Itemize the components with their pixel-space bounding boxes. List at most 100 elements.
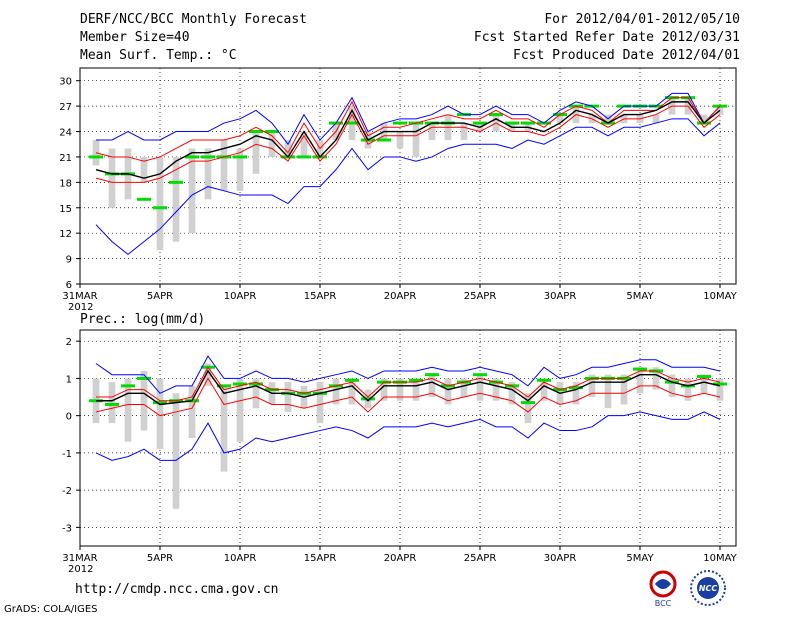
- y-tick-label: 1: [66, 374, 72, 385]
- spread-box: [396, 378, 404, 401]
- spread-box: [540, 378, 548, 401]
- spread-box: [332, 378, 340, 405]
- x-year-label: 2012: [68, 302, 93, 313]
- spread-box: [380, 378, 388, 401]
- plot-frame: [79, 329, 737, 547]
- member-size-label: Member Size=40: [80, 30, 190, 45]
- spread-box: [444, 378, 452, 405]
- spread-box: [188, 148, 196, 234]
- y-tick-label: 9: [66, 255, 72, 266]
- spread-box: [252, 131, 260, 174]
- spread-box: [108, 148, 116, 208]
- y-tick-label: 27: [59, 102, 72, 113]
- y-tick-label: 12: [59, 229, 72, 240]
- produced-date-label: Fcst Produced Date 2012/04/01: [513, 48, 740, 63]
- y-tick-label: 18: [59, 178, 72, 189]
- spread-box: [620, 374, 628, 405]
- spread-box: [204, 363, 212, 386]
- spread-box: [588, 374, 596, 398]
- variable-label: Mean Surf. Temp.: °C: [80, 48, 237, 63]
- spread-box: [460, 123, 468, 140]
- spread-box: [156, 156, 164, 251]
- x-tick-label: 10MAY: [703, 553, 737, 564]
- bcc-logo: BCC: [649, 570, 677, 608]
- x-tick-label: 5APR: [147, 291, 173, 302]
- website-link[interactable]: http://cmdp.ncc.cma.gov.cn: [75, 582, 279, 597]
- series-lower-spread: [95, 377, 721, 417]
- x-tick-label: 30APR: [544, 291, 577, 302]
- spread-box: [492, 378, 500, 401]
- spread-box: [556, 114, 564, 124]
- forecast-period-label: For 2012/04/01-2012/05/10: [544, 12, 740, 27]
- x-tick-label: 31MAR: [62, 291, 97, 302]
- spread-box: [700, 114, 708, 124]
- x-tick-label: 5APR: [147, 553, 173, 564]
- spread-box: [460, 378, 468, 398]
- spread-box: [428, 374, 436, 398]
- spread-box: [684, 378, 692, 401]
- spread-box: [636, 367, 644, 394]
- y-tick-label: 24: [59, 128, 72, 139]
- spread-box: [204, 148, 212, 200]
- precip-label: Prec.: log(mm/d): [80, 312, 206, 327]
- spread-box: [172, 156, 180, 242]
- x-tick-label: 15APR: [304, 553, 337, 564]
- spread-box: [236, 378, 244, 442]
- spread-box: [476, 374, 484, 401]
- spread-box: [300, 131, 308, 157]
- series-ensemble-mean: [95, 101, 721, 179]
- temperature-chart: 6 9 12 15 18 21 24 27 30 31MAR 5APR 10APR 15APR 20APR…: [59, 67, 738, 313]
- spread-box: [188, 385, 196, 438]
- x-tick-label: 10APR: [224, 291, 257, 302]
- x-tick-label: 5MAY: [626, 553, 654, 564]
- x-tick-label: 25APR: [464, 291, 497, 302]
- x-tick-label: 30APR: [544, 553, 577, 564]
- spread-box: [572, 382, 580, 405]
- spread-box: [284, 140, 292, 157]
- precipitation-chart: -3 -2 -1 0 1 2 31MAR 5APR 10APR 15APR 20APR 25APR 30…: [62, 329, 738, 575]
- spread-box: [316, 382, 324, 424]
- spread-box: [412, 123, 420, 157]
- spread-box: [428, 123, 436, 140]
- spread-box: [252, 378, 260, 409]
- y-tick-label: 2: [66, 337, 72, 348]
- spread-box: [348, 378, 356, 405]
- spread-box: [508, 382, 516, 405]
- spread-box: [92, 140, 100, 166]
- spread-box: [156, 378, 164, 450]
- y-tick-label: 6: [66, 280, 72, 291]
- series-envelope-min: [95, 411, 721, 461]
- spread-box: [524, 393, 532, 424]
- spread-box: [236, 148, 244, 191]
- series-ensemble-mean: [96, 369, 721, 406]
- spread-box: [124, 378, 132, 442]
- x-tick-label: 15APR: [304, 291, 337, 302]
- y-tick-label: 15: [59, 204, 72, 215]
- spread-box: [652, 114, 660, 124]
- ncc-logo: NCC: [690, 570, 726, 606]
- y-tick-label: -3: [62, 523, 72, 534]
- spread-box: [700, 374, 708, 394]
- chart-title: DERF/NCC/BCC Monthly Forecast: [80, 12, 307, 27]
- spread-box: [172, 393, 180, 509]
- x-tick-label: 10MAY: [703, 291, 737, 302]
- spread-box: [412, 378, 420, 401]
- spread-box: [716, 378, 724, 401]
- x-tick-label: 31MAR: [62, 553, 97, 564]
- x-tick-label: 10APR: [224, 553, 257, 564]
- y-tick-label: 0: [66, 412, 72, 423]
- bcc-logo-text: BCC: [655, 599, 672, 608]
- spread-box: [140, 156, 148, 183]
- spread-box: [668, 374, 676, 398]
- x-tick-label: 5MAY: [626, 291, 654, 302]
- spread-box: [220, 385, 228, 472]
- series-envelope-max: [96, 92, 721, 146]
- spread-box: [268, 131, 276, 157]
- spread-box: [652, 367, 660, 390]
- y-tick-label: 30: [59, 77, 72, 88]
- spread-box: [284, 382, 292, 412]
- series-lower-spread: [95, 105, 721, 183]
- spread-box: [220, 140, 228, 191]
- series-envelope-max: [95, 355, 721, 394]
